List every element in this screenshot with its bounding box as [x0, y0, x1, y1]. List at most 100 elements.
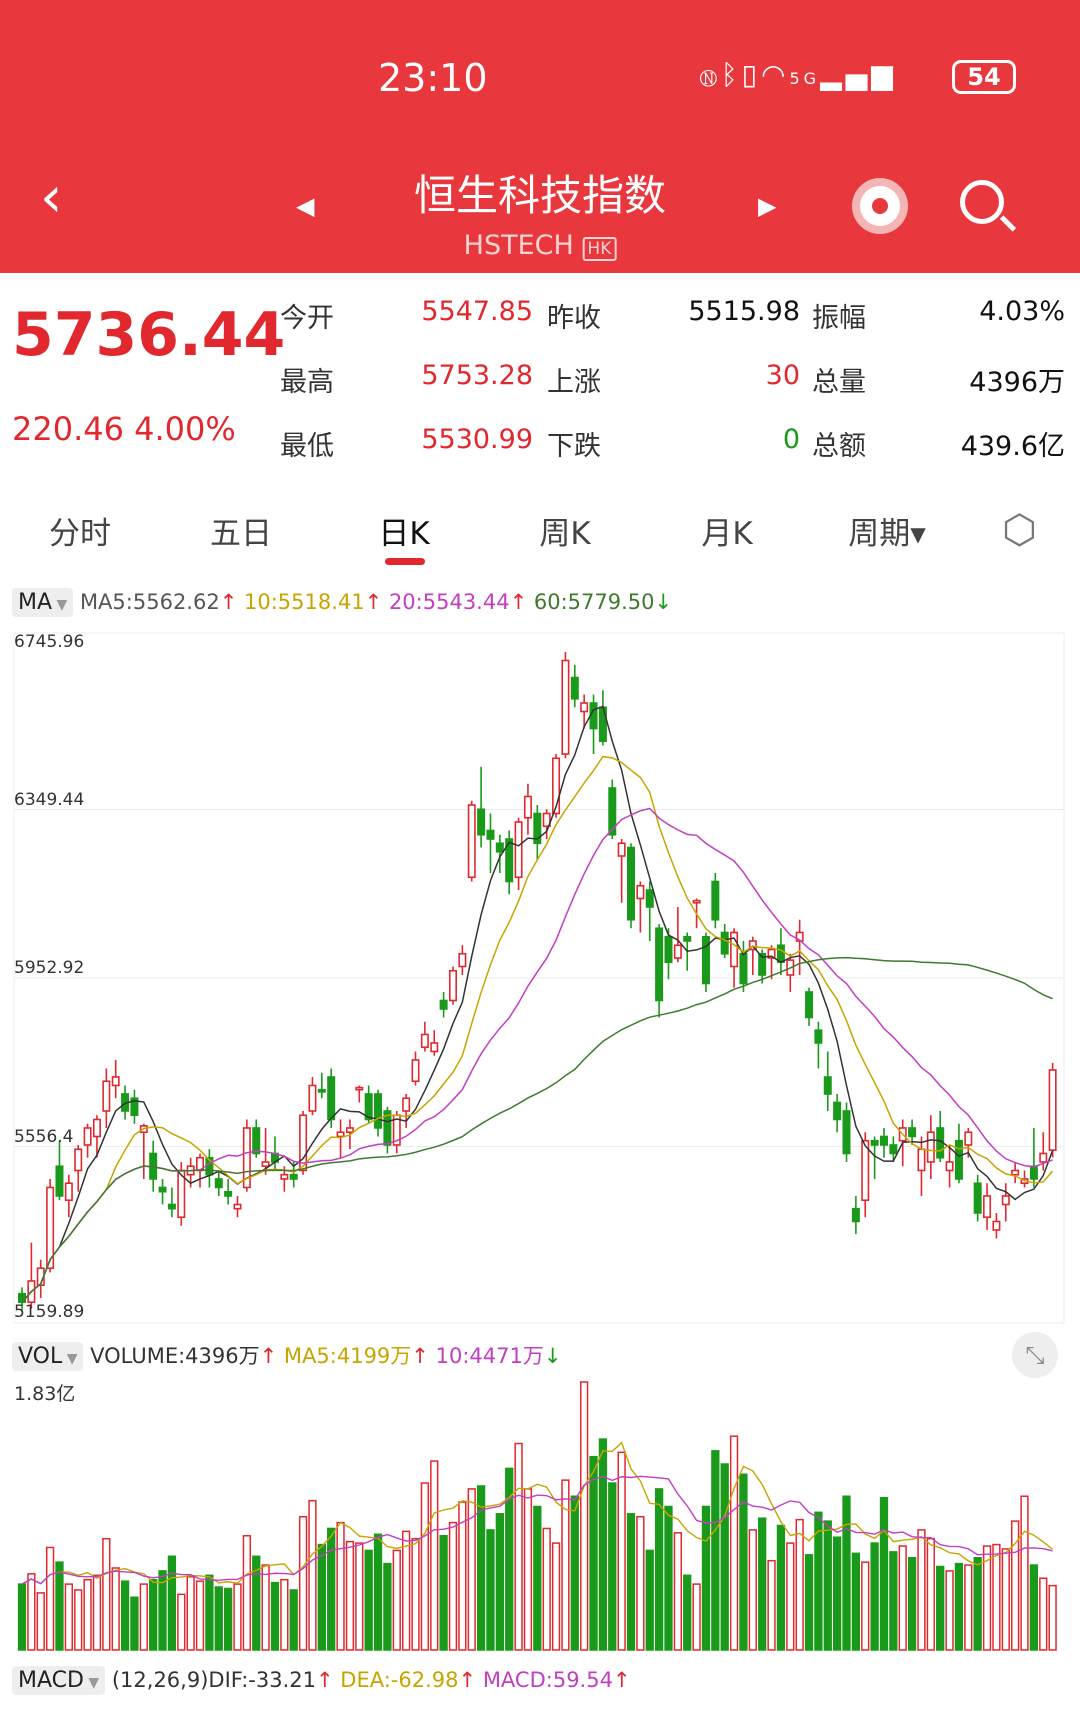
candle-up [983, 1195, 992, 1219]
tab-4[interactable]: 月K [701, 516, 753, 552]
tab-1[interactable]: 五日 [210, 516, 272, 552]
volume-bar [195, 1580, 205, 1651]
quote-value: 4.03% [979, 296, 1065, 327]
index-code: HSTECH HK [464, 230, 617, 261]
candle-up [580, 702, 589, 713]
volume-bar [964, 1564, 973, 1651]
candle-down [439, 999, 448, 1010]
candle-up [308, 1084, 317, 1112]
up-arrow-icon: ↑ [612, 1668, 631, 1692]
volume-bar [158, 1570, 167, 1651]
volume-bar [533, 1505, 542, 1651]
volume-bar [149, 1578, 158, 1651]
quote-value: 5547.85 [421, 296, 533, 327]
quote-value: 5753.28 [421, 360, 533, 391]
volume-bar [523, 1488, 533, 1651]
volume-bar [664, 1505, 673, 1651]
candle-up [1020, 1178, 1029, 1185]
next-index-button[interactable]: ▶ [758, 192, 777, 220]
ma20-value: 20:5543.44 [388, 590, 510, 614]
volume-bar [448, 1521, 458, 1651]
candle-down [598, 706, 607, 743]
volume-bar [1048, 1584, 1057, 1651]
quote-label: 上涨 [547, 367, 601, 398]
back-button[interactable]: ‹ [40, 165, 63, 230]
candle-down [739, 952, 748, 985]
volume-bar [907, 1556, 917, 1651]
volume-bar [692, 1583, 701, 1651]
candle-up [74, 1148, 83, 1172]
volume-bar [420, 1482, 430, 1651]
settings-hexagon-icon[interactable]: ⬡ [1002, 507, 1037, 553]
up-arrow-icon: ↑ [509, 590, 528, 614]
volume-bar [842, 1495, 851, 1651]
candle-down [167, 1203, 176, 1210]
candle-down [383, 1110, 392, 1146]
candle-down [973, 1182, 982, 1214]
candle-up [177, 1169, 186, 1219]
quote-label: 总量 [812, 367, 866, 398]
candle-up [392, 1114, 401, 1146]
volume-bar [439, 1535, 448, 1651]
volume-bar [505, 1467, 514, 1651]
volume-bar [551, 1542, 561, 1651]
candle-up [795, 931, 804, 942]
bluetooth-icon: ᛒ [720, 58, 742, 91]
dea-value: DEA:-62.98 [340, 1668, 459, 1692]
volume-bar [954, 1562, 964, 1651]
vol-ma10-line [21, 1475, 1053, 1585]
volume-max-label: 1.83亿 [14, 1383, 76, 1405]
candle-up [467, 804, 476, 879]
up-arrow-icon: ↑ [219, 590, 238, 614]
candle-down [589, 702, 598, 730]
dif-value: DIF:-33.21 [208, 1668, 316, 1692]
search-icon[interactable] [960, 180, 1017, 232]
candle-down [758, 952, 767, 976]
volume-bar [683, 1574, 692, 1651]
volume-value: VOLUME:4396万 [90, 1344, 260, 1368]
ma-selector[interactable]: MA ▼ [12, 588, 74, 617]
tab-0[interactable]: 分时 [49, 516, 111, 552]
up-arrow-icon: ↑ [458, 1668, 477, 1692]
candle-up [402, 1097, 411, 1112]
tab-5[interactable]: 周期▾ [848, 516, 926, 552]
candle-down [570, 676, 579, 700]
tab-2[interactable]: 日K [378, 516, 430, 552]
candle-down [814, 1029, 823, 1044]
candle-down [214, 1178, 223, 1189]
candle-up [458, 952, 467, 968]
candle-down [130, 1097, 139, 1117]
volume-bar [879, 1496, 889, 1651]
volume-bar [270, 1581, 280, 1651]
candle-up [420, 1033, 429, 1049]
volume-bar [898, 1545, 907, 1651]
candle-down [805, 991, 814, 1019]
volume-bar [383, 1562, 392, 1651]
status-time: 23:10 [378, 56, 488, 100]
candle-up [964, 1131, 973, 1146]
y-tick-label: 5952.92 [14, 958, 85, 978]
y-tick-label: 5159.89 [14, 1302, 85, 1322]
assistant-robot-icon[interactable] [852, 178, 908, 234]
volume-bar [242, 1535, 252, 1651]
prev-index-button[interactable]: ◀ [296, 192, 315, 220]
candle-up [186, 1165, 195, 1176]
macd-selector[interactable]: MACD ▼ [12, 1666, 106, 1695]
volume-bar [327, 1527, 336, 1651]
candle-down [224, 1190, 233, 1197]
candle-down [533, 812, 542, 845]
vol-selector[interactable]: VOL ▼ [12, 1342, 84, 1371]
tab-3[interactable]: 周K [539, 516, 591, 552]
candle-up [448, 969, 457, 1002]
change-value: 220.46 [12, 410, 124, 448]
candle-down [505, 838, 514, 883]
volume-bar [992, 1543, 1001, 1651]
up-arrow-icon: ↑ [411, 1344, 429, 1368]
candle-up [767, 948, 776, 959]
expand-icon[interactable]: ⤡ [1012, 1332, 1058, 1378]
candle-down [374, 1093, 383, 1129]
vol-ma5-line [21, 1441, 1054, 1585]
candle-up [748, 940, 757, 951]
quote-value: 439.6亿 [960, 431, 1065, 462]
network-label: 5G [789, 69, 821, 88]
